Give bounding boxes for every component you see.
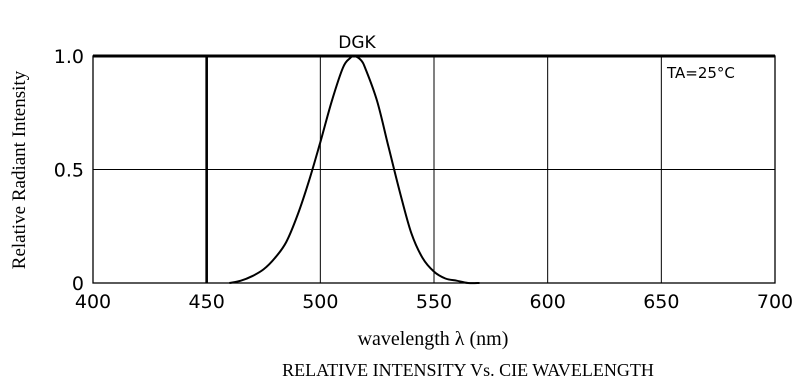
series-line-dgk <box>229 54 480 285</box>
y-tick-label: 0.5 <box>54 160 84 182</box>
x-tick-label: 500 <box>302 291 338 313</box>
y-tick-labels: 0 0.5 1.0 <box>54 46 84 295</box>
x-tick-label: 550 <box>416 291 452 313</box>
x-tick-label: 600 <box>530 291 566 313</box>
x-tick-label: 650 <box>643 291 679 313</box>
y-tick-label: 1.0 <box>54 46 84 68</box>
grid-lines <box>93 56 775 283</box>
x-tick-label: 400 <box>75 291 111 313</box>
y-axis-label: Relative Radiant Intensity <box>9 70 30 269</box>
x-tick-label: 450 <box>189 291 225 313</box>
temperature-annotation: TA=25°C <box>666 64 735 82</box>
y-tick-label: 0 <box>72 273 84 295</box>
x-tick-label: 700 <box>757 291 793 313</box>
chart-title: RELATIVE INTENSITY Vs. CIE WAVELENGTH <box>282 360 654 380</box>
series-label-dgk: DGK <box>338 33 376 53</box>
x-axis-label: wavelength λ (nm) <box>358 328 509 350</box>
x-tick-labels: 400 450 500 550 600 650 700 <box>75 291 793 313</box>
